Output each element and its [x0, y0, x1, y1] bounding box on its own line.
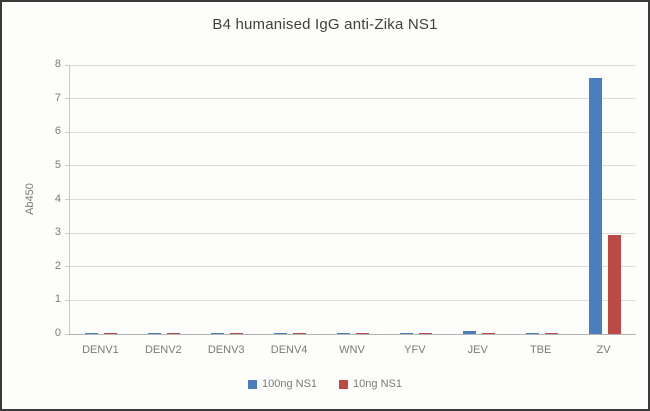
bar-10ng-NS1-ZV	[607, 234, 621, 334]
bar-10ng-NS1-YFV	[418, 333, 432, 334]
bar-10ng-NS1-JEV	[481, 333, 495, 334]
bar-10ng-NS1-DENV3	[230, 333, 244, 334]
y-axis-tick	[65, 266, 69, 268]
bar-100ng-NS1-JEV	[462, 330, 476, 334]
gridline	[70, 266, 636, 268]
bar-100ng-NS1-DENV2	[148, 333, 162, 334]
x-tick-label-DENV4: DENV4	[270, 344, 308, 356]
y-tick-label: 0	[54, 327, 61, 339]
y-tick-label: 6	[54, 125, 61, 138]
gridline	[70, 98, 636, 100]
legend-item: 100ng NS1	[248, 378, 317, 390]
y-axis-title: Ab450	[24, 183, 36, 215]
y-tick-label: 7	[54, 91, 61, 104]
bar-10ng-NS1-WNV	[356, 333, 369, 334]
y-tick-label: 2	[54, 259, 61, 272]
bar-100ng-NS1-WNV	[337, 333, 350, 334]
gridline	[70, 64, 636, 66]
bar-100ng-NS1-DENV4	[274, 333, 288, 334]
y-tick-label: 3	[54, 226, 61, 239]
y-axis-tick	[65, 199, 69, 200]
legend-swatch-icon	[339, 379, 349, 389]
y-axis-tick	[65, 98, 69, 100]
legend-label: 10ng NS1	[353, 378, 402, 390]
bar-100ng-NS1-DENV3	[211, 333, 225, 334]
y-axis-tick	[65, 299, 69, 301]
y-axis-tick	[65, 333, 69, 335]
chart-title: B4 humanised IgG anti-Zika NS1	[212, 16, 438, 33]
x-tick-label-DENV3: DENV3	[207, 344, 245, 356]
bar-10ng-NS1-TBE	[544, 333, 558, 334]
y-tick-label: 1	[54, 293, 61, 306]
y-axis-tick	[65, 165, 69, 167]
x-tick-label-YFV: YFV	[404, 344, 426, 356]
x-tick-label-JEV: JEV	[467, 344, 488, 356]
y-tick-label: 5	[54, 158, 61, 171]
y-tick-label: 4	[54, 192, 61, 205]
plot-area	[65, 64, 636, 335]
bar-100ng-NS1-TBE	[525, 332, 539, 334]
y-axis-tick	[65, 232, 69, 234]
gridline	[70, 232, 636, 234]
bar-100ng-NS1-YFV	[399, 333, 413, 334]
gridline	[70, 299, 636, 301]
gridline	[70, 165, 636, 167]
bar-100ng-NS1-DENV1	[85, 333, 99, 334]
bar-10ng-NS1-DENV1	[104, 333, 118, 334]
y-axis-tick	[65, 131, 69, 133]
y-axis-tick	[65, 64, 69, 66]
x-tick-label-DENV2: DENV2	[144, 344, 182, 356]
x-tick-label-WNV: WNV	[339, 344, 365, 356]
y-tick-label: 8	[54, 58, 61, 70]
gridline	[70, 131, 636, 133]
legend-label: 100ng NS1	[262, 378, 318, 390]
legend-item: 10ng NS1	[339, 378, 402, 390]
legend: 100ng NS1 10ng NS1	[2, 378, 648, 390]
gridline	[70, 199, 636, 200]
bar-100ng-NS1-ZV	[588, 78, 602, 334]
bar-10ng-NS1-DENV4	[293, 333, 307, 334]
x-tick-label-DENV1: DENV1	[82, 344, 119, 356]
x-tick-label-TBE: TBE	[529, 344, 552, 356]
legend-swatch-icon	[248, 379, 257, 389]
x-tick-label-ZV: ZV	[596, 344, 611, 356]
bar-10ng-NS1-DENV2	[167, 333, 181, 334]
